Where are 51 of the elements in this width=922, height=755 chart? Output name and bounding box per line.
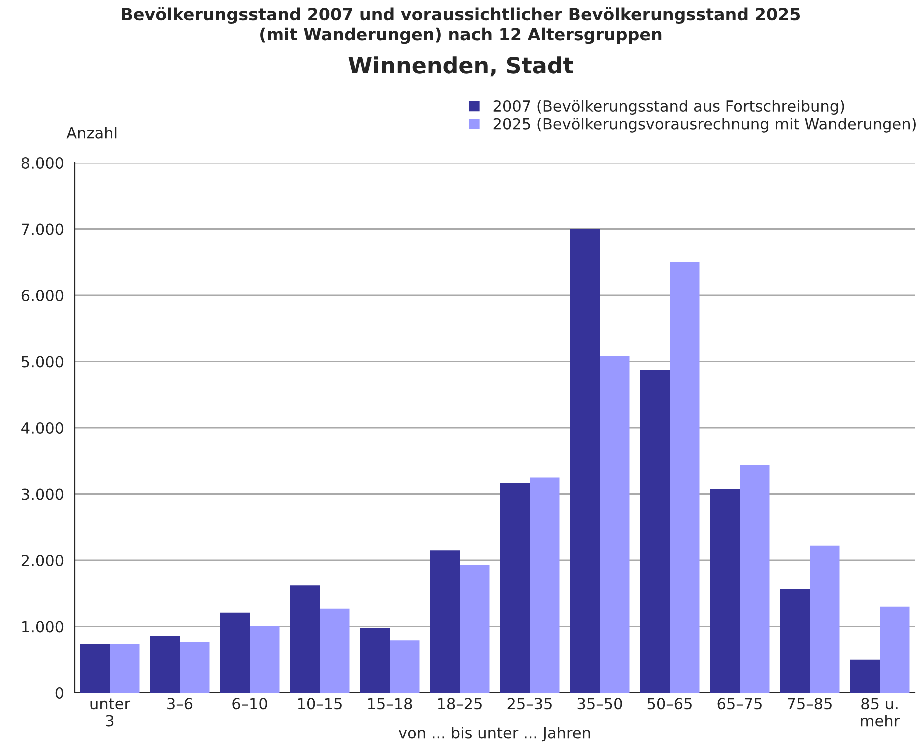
x-tick-label: 35–50 (578, 698, 622, 710)
y-tick-label: 7.000 (22, 224, 64, 236)
bar (320, 608, 350, 693)
bar (220, 612, 250, 693)
bar (640, 370, 670, 693)
bar (290, 586, 320, 693)
x-tick-label: 18–25 (438, 698, 482, 710)
bar (360, 628, 390, 693)
y-tick-label: 2.000 (22, 554, 64, 567)
chart-subtitle: Winnenden, Stadt (348, 56, 574, 77)
y-axis-title: Anzahl (66, 127, 117, 139)
x-tick-label: 15–18 (368, 698, 412, 710)
bar (670, 262, 700, 693)
x-tick-label: 6–10 (232, 698, 268, 710)
bar (530, 478, 560, 693)
bar (460, 565, 490, 693)
y-tick-label: 8.000 (22, 157, 64, 170)
y-tick-label: 4.000 (22, 422, 64, 434)
bar (850, 660, 880, 693)
y-tick-label: 6.000 (22, 290, 64, 302)
bar (600, 356, 630, 693)
bar (180, 642, 210, 693)
bar (80, 644, 110, 693)
bar (390, 640, 420, 693)
x-tick-label: 25–35 (508, 698, 552, 710)
legend-label: 2007 (Bevölkerungsstand aus Fortschreibung) (494, 100, 844, 115)
x-tick-label: 85 u. mehr (861, 698, 900, 727)
chart-title: Bevölkerungsstand 2007 und voraussichtlicher Bevölkerungsstand 2025 (mit Wanderungen) nach 12 Altersgruppen (122, 8, 800, 44)
x-tick-label: 50–65 (648, 698, 692, 710)
y-tick-label: 3.000 (22, 488, 64, 500)
bar (570, 229, 600, 693)
bar (780, 588, 810, 693)
bar (430, 550, 460, 693)
x-tick-label: 75–85 (788, 698, 832, 710)
y-tick-label: 5.000 (22, 356, 64, 368)
x-axis-title: von ... bis unter ... Jahren (398, 726, 590, 742)
bar (740, 465, 770, 693)
bar (500, 482, 530, 693)
bar (810, 546, 840, 693)
legend-label: 2025 (Bevölkerungsvorausrechnung mit Wanderungen) (494, 118, 916, 133)
y-tick-label: 1.000 (22, 621, 64, 633)
bar (710, 488, 740, 693)
y-tick-label: 0 (56, 687, 64, 700)
bar (150, 636, 180, 693)
bar (880, 606, 910, 693)
x-tick-label: unter 3 (90, 698, 131, 727)
x-tick-label: 10–15 (298, 698, 342, 710)
x-tick-label: 3–6 (168, 698, 193, 710)
bar (250, 626, 280, 693)
x-tick-label: 65–75 (718, 698, 762, 710)
bar (110, 644, 140, 693)
